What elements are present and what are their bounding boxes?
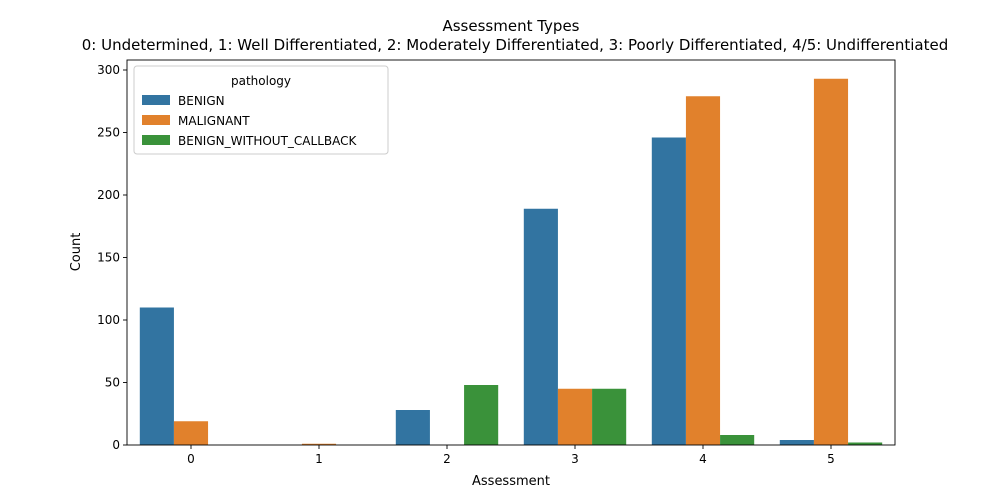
bar-benign-4 — [651, 137, 686, 445]
legend-swatch — [142, 115, 170, 125]
x-tick-label: 0 — [187, 452, 195, 466]
legend-label: BENIGN — [178, 94, 225, 108]
y-tick-label: 200 — [97, 188, 120, 202]
chart-title: Assessment Types — [442, 17, 579, 35]
bar-benign-5 — [779, 440, 814, 445]
x-tick-label: 2 — [443, 452, 451, 466]
bar-malignant-5 — [813, 78, 849, 445]
chart-subtitle: 0: Undetermined, 1: Well Differentiated,… — [82, 36, 949, 54]
bar-benign-2 — [395, 410, 430, 445]
x-tick-label: 4 — [699, 452, 707, 466]
legend-items: BENIGN MALIGNANT BENIGN_WITHOUT_CALLBACK — [142, 94, 357, 148]
x-tick-label: 3 — [571, 452, 579, 466]
bar-benign-without-callback-5 — [848, 442, 883, 445]
legend-title: pathology — [231, 74, 291, 88]
legend-label: MALIGNANT — [178, 114, 250, 128]
x-tick-label: 5 — [827, 452, 835, 466]
bar-benign-3 — [523, 208, 558, 445]
y-tick-label: 300 — [97, 63, 120, 77]
bar-malignant-3 — [557, 388, 593, 445]
bar-malignant-4 — [685, 96, 721, 445]
legend-label: BENIGN_WITHOUT_CALLBACK — [178, 134, 357, 148]
x-axis-label: Assessment — [472, 474, 550, 489]
legend: pathology BENIGN MALIGNANT BENIGN_WITHOUT_… — [133, 65, 389, 155]
x-tick-label: 1 — [315, 452, 323, 466]
bar-benign-without-callback-2 — [464, 385, 499, 445]
x-axis-ticks: 0 1 2 3 4 5 — [187, 445, 835, 466]
y-axis-ticks: 0 50 100 150 200 250 300 — [97, 63, 127, 452]
legend-swatch — [142, 95, 170, 105]
y-tick-label: 150 — [97, 251, 120, 265]
bars-group — [139, 78, 883, 445]
bar-benign-0 — [139, 307, 174, 445]
y-tick-label: 0 — [112, 438, 120, 452]
bar-malignant-1 — [301, 443, 337, 445]
legend-box — [133, 65, 389, 155]
bar-malignant-0 — [173, 421, 209, 445]
y-axis-label: Count — [69, 233, 84, 272]
y-tick-label: 250 — [97, 126, 120, 140]
y-tick-label: 50 — [105, 376, 120, 390]
y-tick-label: 100 — [97, 313, 120, 327]
bar-benign-without-callback-4 — [720, 435, 755, 445]
plot-frame — [126, 59, 896, 446]
legend-swatch — [142, 135, 170, 145]
bar-benign-without-callback-3 — [592, 388, 627, 445]
